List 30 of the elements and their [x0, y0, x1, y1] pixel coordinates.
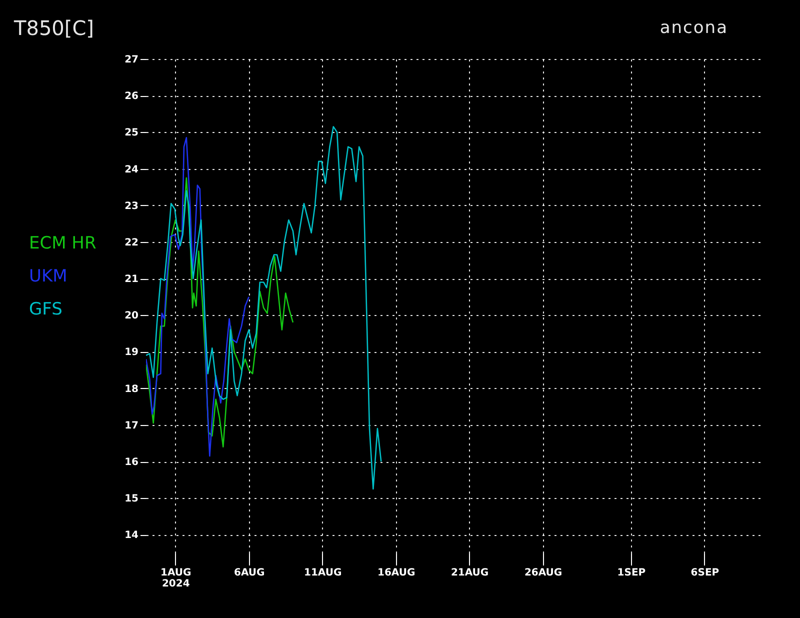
y-tick-label: 20 — [124, 310, 139, 322]
text: GFS — [29, 300, 62, 320]
y-tick-label: 18 — [124, 384, 139, 395]
y-tick-label: 19 — [124, 347, 139, 358]
x-tick-label: 1AUG 2024 — [160, 568, 192, 590]
x-tick-label: 6AUG — [234, 568, 265, 578]
y-tick-label: 16 — [124, 457, 139, 468]
x-tick-label: 11AUG — [304, 568, 342, 578]
chart-title: T850[C] — [14, 16, 94, 40]
y-tick-label: 14 — [124, 530, 139, 542]
x-tick-label: 6SEP — [690, 568, 720, 578]
y-tick-label: 22 — [124, 237, 139, 248]
y-tick-label: 26 — [124, 91, 139, 102]
y-tick-label: 21 — [124, 274, 139, 286]
line-series — [146, 137, 250, 457]
y-tick-label: 24 — [124, 164, 139, 176]
x-tick-label: 1SEP — [617, 568, 646, 578]
y-tick-label: 17 — [124, 420, 139, 432]
x-tick-label: 16AUG — [377, 568, 416, 578]
y-tick-label: 15 — [124, 494, 139, 505]
text: UKM — [29, 266, 68, 286]
chart-subtitle: ancona — [660, 18, 728, 38]
line-series — [146, 177, 294, 448]
x-tick-label: 26AUG — [524, 568, 562, 578]
y-tick-label: 23 — [124, 200, 139, 212]
y-tick-label: 27 — [124, 54, 139, 66]
line-series — [146, 126, 382, 490]
y-tick-label: 25 — [124, 128, 139, 139]
text: ECM HR — [29, 234, 96, 254]
x-tick-label: 21AUG — [450, 568, 489, 578]
